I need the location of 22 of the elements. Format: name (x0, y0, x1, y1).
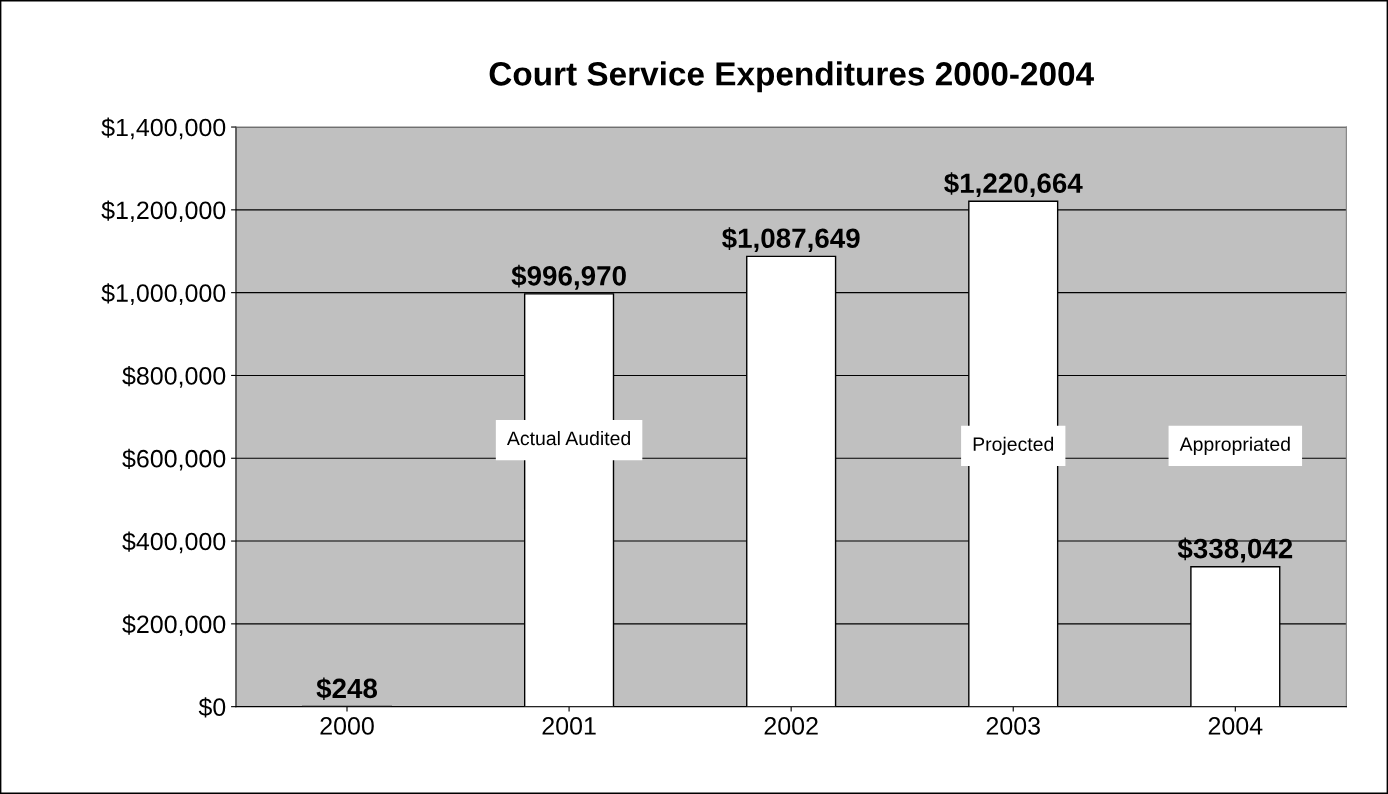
data-label: $996,970 (511, 264, 626, 290)
y-tick-label: $1,000,000 (101, 283, 226, 305)
data-label: $1,087,649 (722, 227, 860, 253)
annotation: Projected (973, 436, 1054, 455)
x-tick-label: 2001 (542, 717, 596, 735)
y-tick-label: $800,000 (122, 366, 226, 388)
x-tick-label: 2003 (986, 717, 1040, 735)
y-tick-label: $1,400,000 (101, 117, 226, 140)
annotation: Appropriated (1179, 436, 1290, 455)
data-label: $338,042 (1177, 537, 1293, 563)
chart-title: Court Service Expenditures 2000-2004 (489, 61, 1094, 93)
data-label: $248 (316, 677, 378, 701)
x-tick-label: 2002 (764, 717, 818, 735)
x-tick-label: 2004 (1208, 717, 1263, 735)
annotation: Actual Audited (506, 430, 630, 446)
y-tick-label: $200,000 (122, 614, 226, 637)
data-label: $1,220,664 (944, 172, 1083, 198)
y-tick-label: $400,000 (122, 531, 226, 554)
y-tick-label: $1,200,000 (101, 200, 226, 223)
y-tick-label: $0 (198, 697, 226, 718)
y-tick-label: $600,000 (122, 448, 226, 471)
x-tick-label: 2000 (320, 717, 374, 735)
